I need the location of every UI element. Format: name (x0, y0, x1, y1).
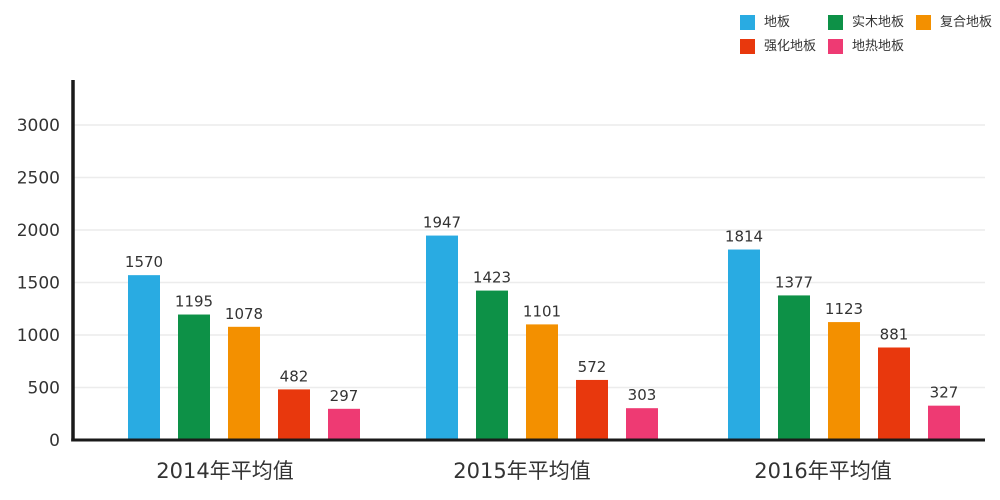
legend-label: 地板 (764, 14, 791, 30)
bar-强化地板-2015年平均值 (576, 379, 608, 440)
y-tick-label-1000: 1000 (17, 326, 60, 346)
value-label-地热地板-2016年平均值: 327 (930, 384, 959, 402)
value-label-复合地板-2015年平均值: 1101 (523, 302, 561, 320)
legend-swatch-icon (828, 14, 843, 30)
legend-label: 强化地板 (764, 38, 817, 54)
value-label-复合地板-2016年平均值: 1123 (825, 300, 863, 318)
value-label-实木地板-2014年平均值: 1195 (175, 293, 213, 311)
bar-复合地板-2014年平均值 (228, 326, 260, 440)
bar-实木地板-2016年平均值 (778, 295, 810, 440)
value-label-地板-2014年平均值: 1570 (125, 253, 163, 271)
legend-item-实木地板: 实木地板 (828, 14, 916, 30)
bar-强化地板-2016年平均值 (878, 347, 910, 440)
legend-item-强化地板: 强化地板 (740, 38, 828, 54)
value-label-地热地板-2014年平均值: 297 (330, 387, 359, 405)
legend-label: 实木地板 (852, 14, 905, 30)
legend: 地板 实木地板 复合地板强化地板 地热地板 (740, 14, 1000, 54)
y-tick-label-2000: 2000 (17, 221, 60, 241)
bar-实木地板-2015年平均值 (476, 290, 508, 440)
bar-复合地板-2016年平均值 (828, 322, 860, 440)
value-label-实木地板-2016年平均值: 1377 (775, 273, 813, 291)
bar-地热地板-2014年平均值 (328, 408, 360, 440)
legend-swatch-icon (740, 38, 755, 54)
legend-label: 复合地板 (940, 14, 993, 30)
legend-item-复合地板: 复合地板 (916, 14, 1000, 30)
bar-复合地板-2015年平均值 (526, 324, 558, 440)
bar-地板-2015年平均值 (426, 235, 458, 440)
legend-swatch-icon (916, 14, 931, 30)
bar-地板-2014年平均值 (128, 275, 160, 440)
bar-地热地板-2015年平均值 (626, 408, 658, 440)
legend-item-地热地板: 地热地板 (828, 38, 916, 54)
bar-强化地板-2014年平均值 (278, 389, 310, 440)
y-tick-label-0: 0 (49, 431, 60, 451)
legend-item-地板: 地板 (740, 14, 828, 30)
value-label-实木地板-2015年平均值: 1423 (473, 269, 511, 287)
x-category-label-2014年平均值: 2014年平均值 (156, 459, 293, 483)
legend-swatch-icon (828, 38, 843, 54)
x-category-label-2016年平均值: 2016年平均值 (754, 459, 891, 483)
bar-地板-2016年平均值 (728, 249, 760, 440)
legend-label: 地热地板 (852, 38, 905, 54)
value-label-强化地板-2014年平均值: 482 (280, 367, 309, 385)
y-tick-label-2500: 2500 (17, 169, 60, 189)
value-label-地热地板-2015年平均值: 303 (628, 386, 657, 404)
x-category-label-2015年平均值: 2015年平均值 (453, 459, 590, 483)
value-label-强化地板-2016年平均值: 881 (880, 325, 909, 343)
y-tick-label-1500: 1500 (17, 274, 60, 294)
value-label-地板-2015年平均值: 1947 (423, 214, 461, 232)
bar-地热地板-2016年平均值 (928, 405, 960, 440)
value-label-地板-2016年平均值: 1814 (725, 228, 763, 246)
value-label-强化地板-2015年平均值: 572 (578, 358, 607, 376)
y-tick-label-500: 500 (28, 379, 60, 399)
y-tick-label-3000: 3000 (17, 116, 60, 136)
value-label-复合地板-2014年平均值: 1078 (225, 305, 263, 323)
legend-swatch-icon (740, 14, 755, 30)
bar-实木地板-2014年平均值 (178, 314, 210, 440)
